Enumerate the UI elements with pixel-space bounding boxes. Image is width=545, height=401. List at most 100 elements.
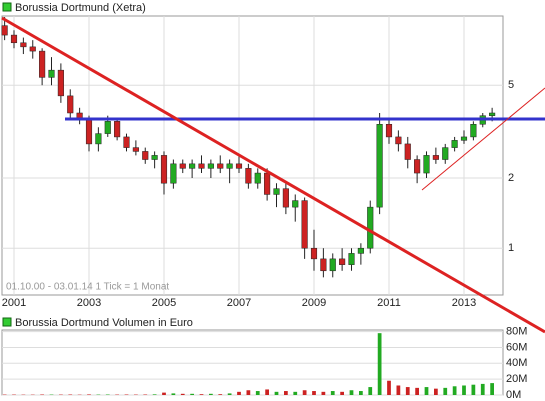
volume-bar — [171, 393, 176, 395]
volume-bar — [209, 393, 213, 395]
annotation: 01.10.00 - 03.01.14 1 Tick = 1 Monat — [6, 282, 169, 293]
volume-bar — [312, 391, 316, 395]
candle-body — [226, 163, 233, 169]
candle-body — [217, 163, 224, 169]
volume-bar — [255, 391, 260, 395]
volume-bar — [424, 387, 429, 395]
volume-bar — [490, 383, 494, 395]
y-tick-label: 60M — [506, 341, 527, 353]
candle-body — [489, 112, 496, 116]
candle-body — [329, 258, 336, 272]
candle-body — [29, 46, 36, 52]
volume-bar — [330, 391, 335, 395]
volume-bar — [396, 385, 401, 395]
candle-body — [48, 69, 55, 78]
y-tick-label: 2 — [508, 172, 514, 184]
candle-body — [460, 136, 468, 141]
x-tick-label: 2001 — [2, 297, 26, 309]
volume-bar — [87, 394, 91, 395]
x-tick-label: 2003 — [77, 297, 101, 309]
candle-body — [348, 253, 355, 265]
volume-bar — [443, 387, 448, 395]
candle-body — [198, 163, 205, 169]
volume-bar — [349, 390, 354, 395]
volume-bar — [415, 387, 419, 395]
candle-body — [470, 124, 477, 138]
x-tick-label: 2009 — [302, 297, 326, 309]
volume-bar — [462, 385, 466, 395]
volume-bar — [199, 394, 204, 395]
candle-body — [160, 155, 168, 184]
volume-bar — [237, 391, 241, 395]
volume-bar — [405, 387, 410, 395]
support-line — [421, 87, 545, 191]
candle-body — [189, 163, 196, 169]
volume-bar — [368, 387, 373, 395]
chart-title: Borussia Dortmund (Xetra) — [15, 2, 146, 14]
candle-body — [207, 163, 214, 169]
candle-body — [95, 133, 102, 145]
candle-body — [432, 155, 439, 160]
volume-bar — [471, 384, 476, 395]
candle-body — [367, 206, 374, 249]
volume-bar — [227, 393, 232, 395]
candle-body — [395, 136, 402, 145]
candle-body — [151, 155, 158, 160]
candle-body — [104, 121, 111, 134]
volume-bar — [377, 333, 382, 395]
volume-bar — [340, 391, 344, 395]
candle-body — [404, 143, 411, 160]
candle-body — [235, 163, 243, 169]
trend-line — [1, 16, 545, 334]
y-tick-label: 0M — [506, 389, 521, 401]
volume-bar — [284, 391, 288, 395]
candle-body — [85, 118, 93, 145]
volume-bar — [152, 394, 157, 395]
candle-body — [20, 42, 27, 48]
x-tick-label: 2013 — [452, 297, 476, 309]
candle-body — [142, 151, 149, 160]
price-panel — [1, 15, 504, 296]
x-tick-label: 2011 — [377, 297, 401, 309]
volume-bar — [452, 386, 457, 395]
y-tick-label: 5 — [508, 79, 514, 91]
candle-body — [179, 163, 186, 169]
candle-body — [39, 50, 46, 78]
candle-body — [301, 200, 308, 249]
volume-panel — [1, 329, 504, 396]
candle-body — [442, 147, 449, 160]
candle-body — [254, 172, 261, 184]
candle-body — [57, 69, 64, 97]
candle-body — [10, 34, 18, 44]
candle-body — [385, 124, 393, 138]
volume-bar — [302, 390, 307, 395]
candle-body — [376, 124, 383, 208]
y-tick-label: 1 — [508, 242, 514, 254]
x-tick-label: 2007 — [227, 297, 251, 309]
candle-body — [339, 258, 346, 265]
candle-body — [357, 247, 364, 254]
candle-body — [132, 147, 139, 152]
candle-body — [320, 258, 327, 272]
volume-bar — [359, 391, 363, 395]
candle-body — [67, 95, 74, 114]
candle-body — [423, 155, 430, 174]
candle-body — [170, 163, 177, 184]
volume-bar — [387, 380, 391, 395]
legend-swatch — [2, 317, 12, 327]
candle-body — [310, 247, 318, 260]
volume-bar — [434, 388, 438, 395]
volume-bar — [246, 390, 251, 395]
volume-bar — [218, 394, 223, 395]
candle-body — [414, 159, 421, 174]
volume-title: Borussia Dortmund Volumen in Euro — [15, 317, 193, 329]
candle-body — [292, 200, 299, 208]
candle-body — [114, 121, 121, 138]
x-tick-label: 2005 — [152, 297, 176, 309]
candle-body — [282, 188, 289, 208]
volume-bar — [321, 391, 326, 395]
candle-body — [451, 140, 458, 148]
legend-swatch — [2, 2, 12, 12]
y-tick-label: 80M — [506, 325, 527, 337]
